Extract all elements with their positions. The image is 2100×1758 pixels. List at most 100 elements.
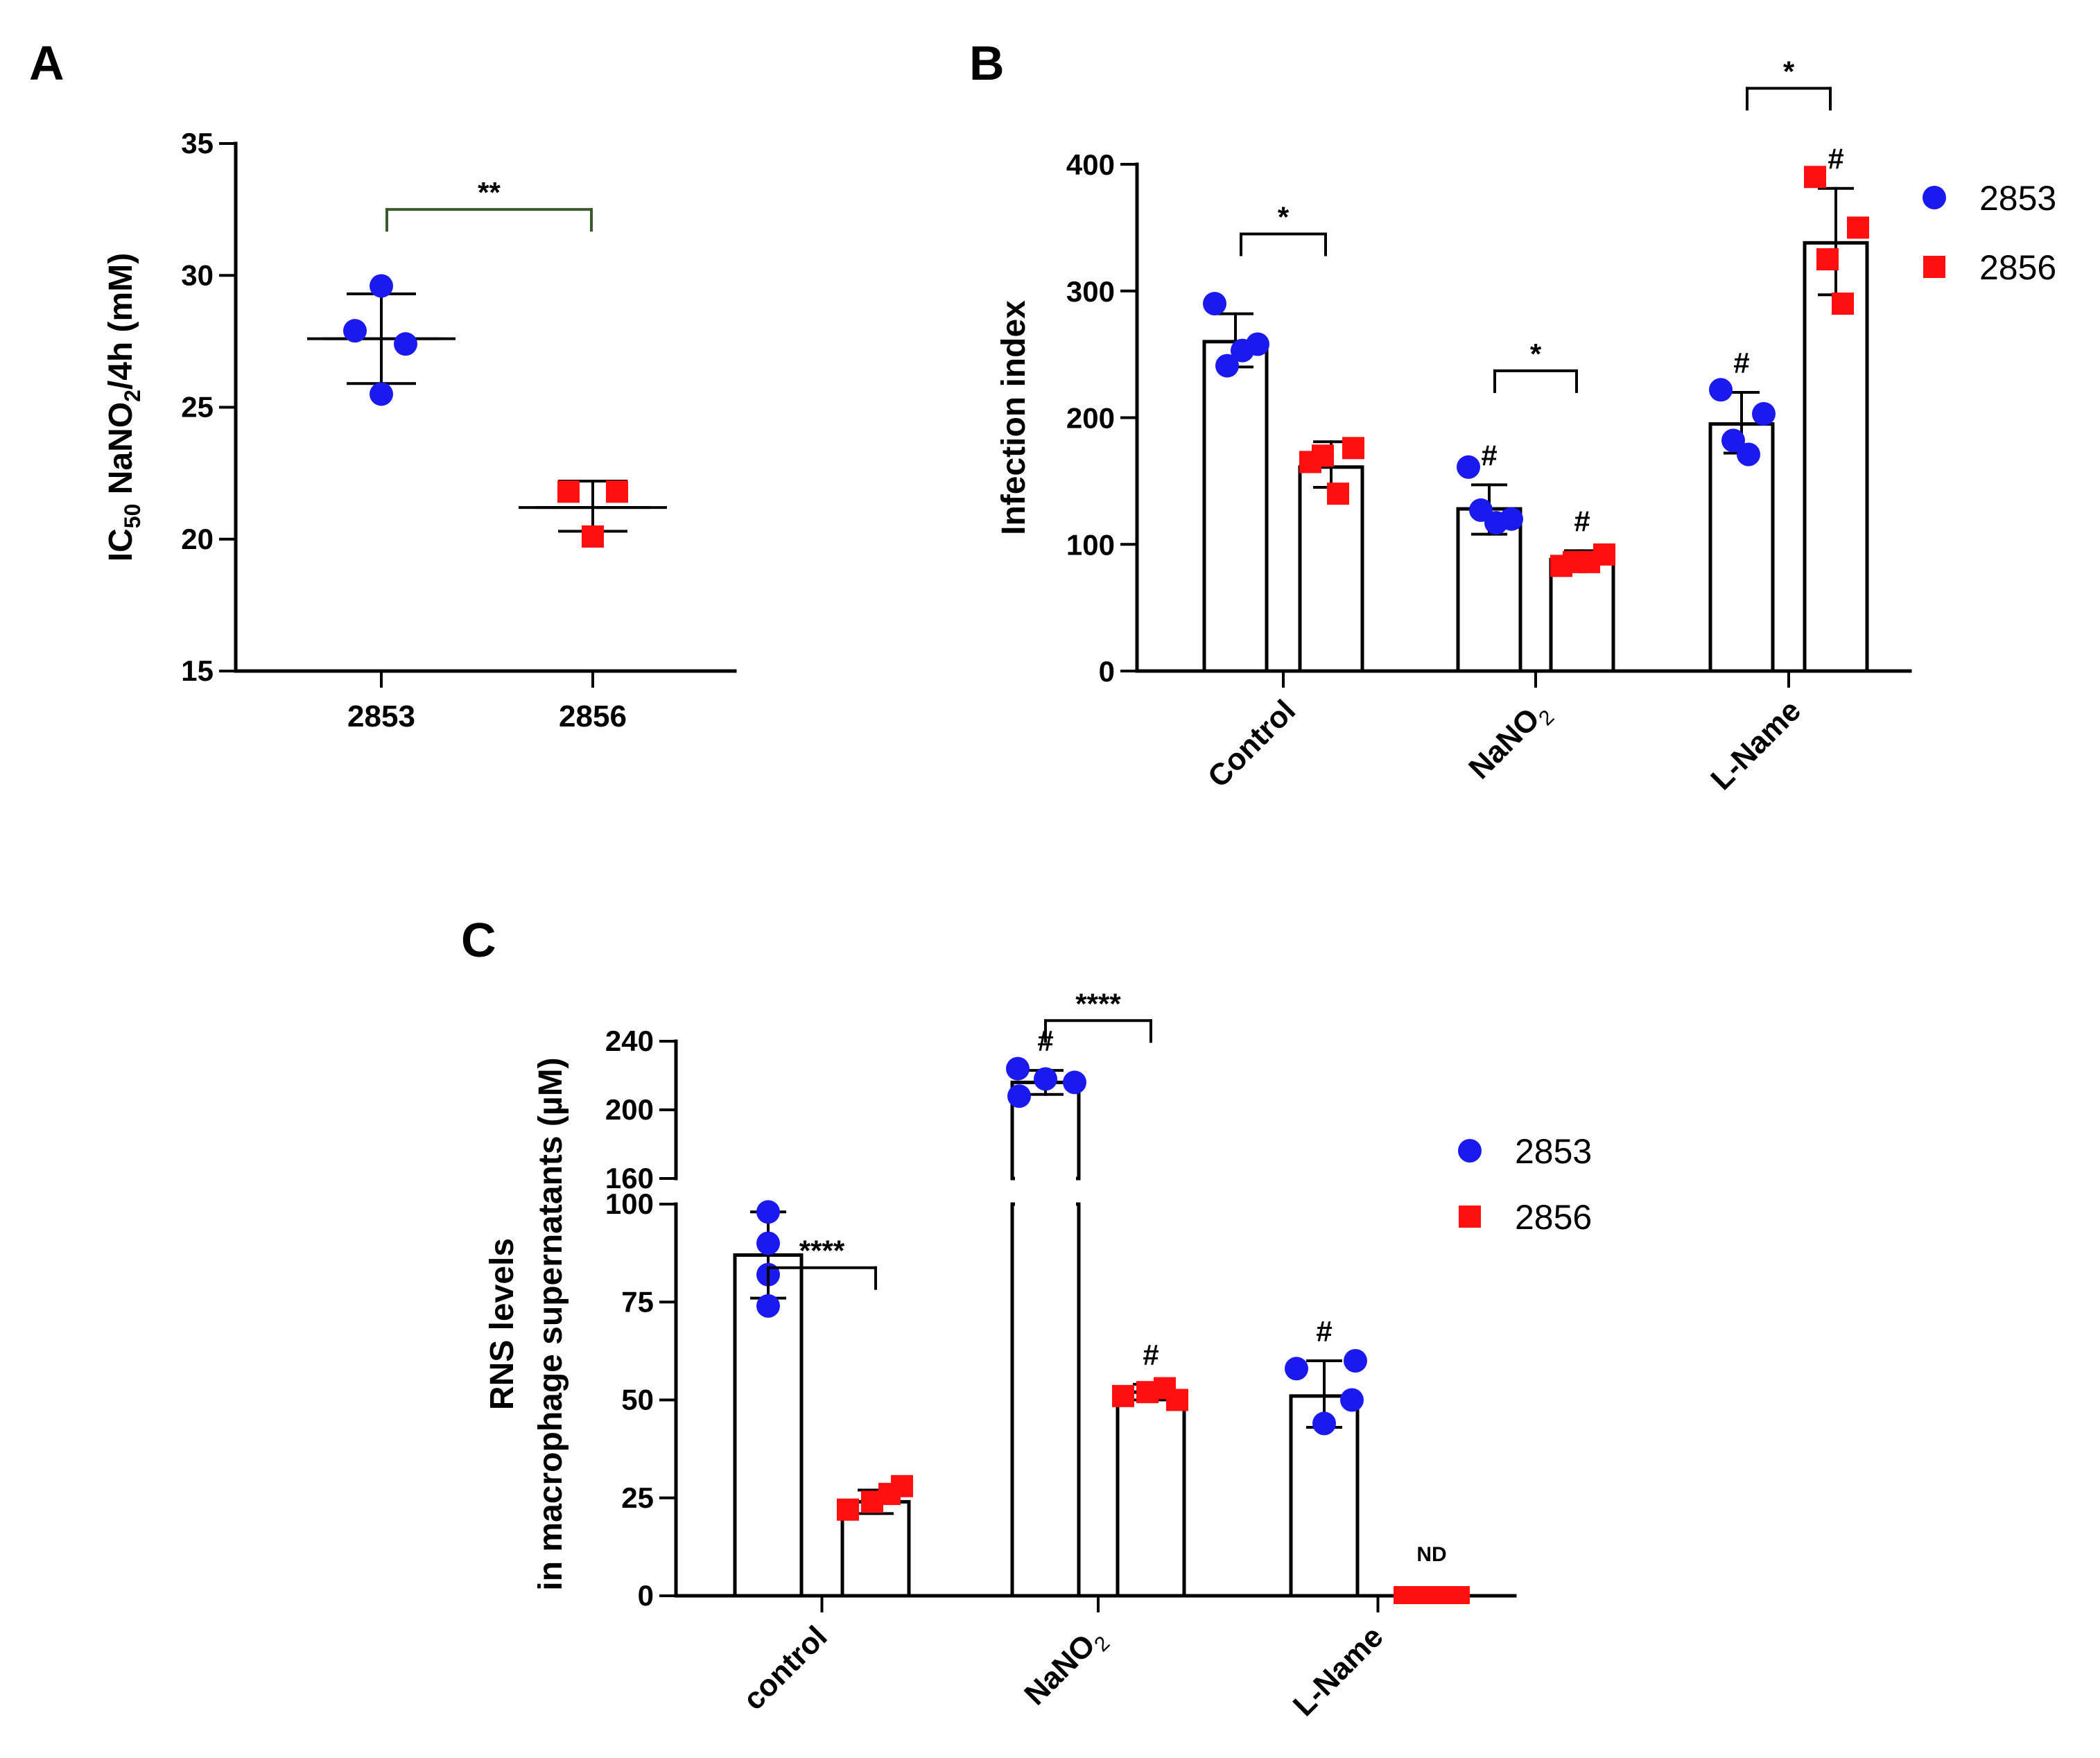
y-tick-label: 25 [181, 391, 214, 424]
significance-label: ** [478, 176, 501, 209]
x-tick-label-l-name: L-Name [1287, 1619, 1390, 1723]
y-tick-label: 400 [1066, 148, 1115, 181]
significance-label: * [1530, 338, 1542, 370]
x-tick-label-control: control [736, 1619, 833, 1716]
y-tick-label: 50 [621, 1384, 654, 1416]
data-point-2856 [557, 480, 580, 503]
label-text: NaNO [1018, 1628, 1102, 1712]
y-axis-label-line: RNS levels [484, 1238, 521, 1410]
data-point-2853 [343, 319, 367, 342]
label-text: control [736, 1619, 833, 1716]
y-axis-label: Infection index [996, 300, 1032, 535]
y-label-text: /4h (mM) [103, 253, 139, 390]
y-tick-label: 240 [605, 1025, 654, 1057]
data-point-2853 [756, 1232, 780, 1255]
data-point-2853 [1063, 1070, 1086, 1094]
label-text: NaNO [1462, 702, 1546, 785]
y-tick-label: 300 [1066, 275, 1115, 308]
data-point-2856 [1816, 248, 1839, 270]
data-point-2853 [394, 332, 417, 356]
panel-label-a: A [29, 36, 64, 90]
y-tick-label: 30 [181, 259, 214, 291]
data-point-2853 [1344, 1349, 1367, 1373]
bar-2853-0 [1204, 342, 1267, 671]
y-tick-label: 25 [621, 1481, 654, 1514]
significance-bracket: ** [387, 176, 591, 230]
data-point-2853 [1203, 292, 1226, 315]
y-tick-label: 100 [1066, 528, 1115, 561]
legend-marker-2856 [1459, 1206, 1481, 1228]
y-tick-label: 20 [181, 523, 214, 555]
data-point-2856 [1847, 216, 1869, 238]
significance-bracket: * [1747, 55, 1830, 109]
data-point-2853 [1457, 455, 1480, 479]
legend: 2853 2856 [1458, 1132, 1592, 1237]
nd-marker [1394, 1586, 1470, 1604]
data-point-2856 [1312, 444, 1334, 467]
data-point-2856 [1327, 482, 1349, 505]
data-point-2856 [582, 525, 604, 548]
x-tick-label: 2856 [559, 699, 627, 733]
data-point-2856 [1342, 437, 1364, 459]
label-text: L-Name [1287, 1619, 1390, 1723]
y-axis-label: IC50 NaNO2/4h (mM) [103, 253, 145, 562]
data-point-2853 [1285, 1357, 1308, 1380]
nd-label: ND [1416, 1543, 1446, 1566]
data-point-2853 [756, 1294, 780, 1318]
y-tick-label: 0 [638, 1579, 654, 1612]
chart-b: 0100200300400Infection indexControlNaNO2… [996, 55, 2056, 797]
legend-marker-2853 [1458, 1139, 1482, 1163]
hash-marker: # [1316, 1315, 1332, 1348]
significance-label: * [1783, 55, 1795, 87]
data-point-2853 [370, 274, 393, 297]
significance-bracket: **** [1045, 987, 1151, 1041]
data-point-2853 [1006, 1057, 1030, 1081]
data-point-2856 [891, 1475, 913, 1497]
y-tick-label: 200 [1066, 402, 1115, 435]
data-point-2856 [606, 480, 628, 503]
data-point-2853 [1340, 1389, 1364, 1412]
significance-bracket: * [1241, 201, 1326, 255]
y-tick-label: 15 [181, 654, 214, 687]
legend: 28532856 [1923, 179, 2056, 287]
x-tick-label: 2853 [347, 699, 415, 733]
bar-lower-segment [1012, 1204, 1079, 1596]
data-point-2853 [370, 382, 393, 406]
data-point-2856 [1166, 1389, 1188, 1411]
hash-marker: # [1733, 347, 1749, 379]
data-point-2856 [1578, 551, 1600, 573]
legend-label-2856: 2856 [1515, 1198, 1592, 1237]
data-point-2853 [1752, 402, 1776, 426]
bar-2853-1 [1012, 1082, 1079, 1596]
data-point-2856 [1832, 293, 1854, 315]
panel-label-c: C [461, 913, 496, 967]
x-tick-label-l-name: L-Name [1704, 693, 1807, 797]
y-axis-label-line: in macrophage supernatants (µM) [532, 1057, 569, 1590]
data-point-2856 [1112, 1385, 1134, 1407]
y-label-text: IC [103, 528, 139, 562]
y-tick-label: 35 [181, 127, 214, 159]
data-point-2853 [1737, 442, 1760, 466]
legend-label-2853: 2853 [1979, 179, 2056, 218]
y-label-subscript: 50 [120, 504, 145, 529]
y-label-text: NaNO [103, 402, 139, 504]
bar-2856-1 [1118, 1392, 1184, 1596]
y-tick-label: 75 [621, 1285, 654, 1318]
data-point-2853 [1034, 1067, 1057, 1090]
x-tick-label-control: Control [1201, 693, 1302, 794]
significance-label: **** [799, 1235, 845, 1267]
x-tick-label-nano: NaNO2 [1462, 693, 1559, 790]
hash-marker: # [1143, 1339, 1159, 1371]
legend-label-2853: 2853 [1515, 1132, 1592, 1171]
data-point-2853 [1312, 1411, 1336, 1435]
data-point-2856 [1804, 166, 1826, 188]
data-point-2853 [1709, 378, 1733, 401]
y-label-subscript: 2 [120, 390, 145, 402]
hash-marker: # [1481, 439, 1497, 471]
y-tick-label: 200 [605, 1093, 654, 1126]
legend-marker-2853 [1923, 186, 1946, 209]
data-point-2856 [1136, 1381, 1159, 1403]
label-text: L-Name [1704, 693, 1807, 797]
data-point-2853 [1231, 339, 1254, 363]
data-point-2856 [861, 1490, 883, 1513]
